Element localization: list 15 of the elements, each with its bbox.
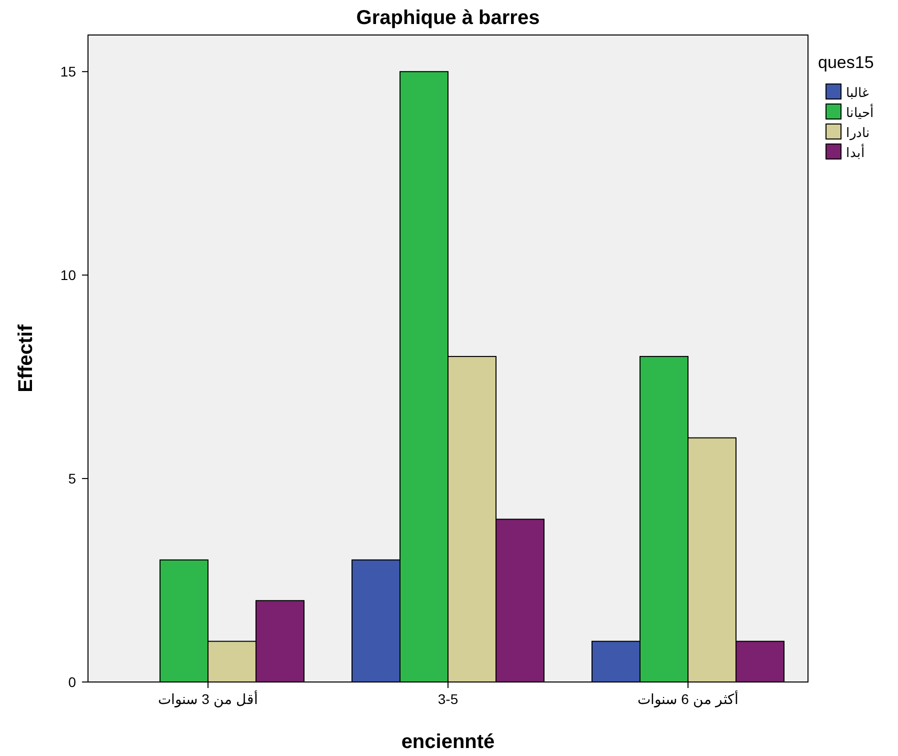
legend-label: أحيانا bbox=[846, 104, 874, 120]
legend-label: غالبا bbox=[846, 85, 869, 100]
x-axis-title: enciennté bbox=[401, 731, 495, 753]
x-tick-label: أكثر من 6 سنوات bbox=[637, 689, 739, 708]
x-tick-label: أقل من 3 سنوات bbox=[158, 689, 258, 708]
x-tick-label: 3-5 bbox=[438, 691, 458, 707]
legend-label: أبدا bbox=[846, 144, 865, 160]
y-tick-label: 5 bbox=[68, 470, 76, 487]
y-axis-title: Effectif bbox=[15, 324, 37, 392]
y-tick-label: 15 bbox=[60, 64, 76, 80]
legend-title: ques15 bbox=[818, 53, 874, 72]
y-tick-label: 0 bbox=[68, 674, 76, 690]
legend-label: نادرا bbox=[846, 125, 870, 141]
chart-title: Graphique à barres bbox=[356, 7, 540, 29]
y-tick-label: 10 bbox=[60, 267, 76, 284]
